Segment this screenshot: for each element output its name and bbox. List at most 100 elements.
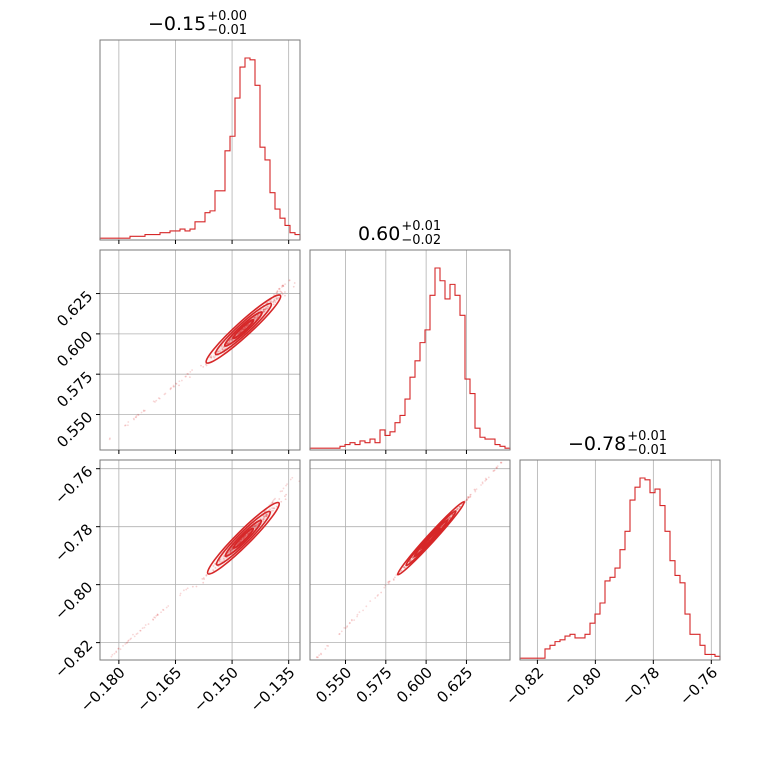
param-title-value: −0.78: [568, 433, 626, 455]
sample-point: [213, 356, 216, 359]
sample-point: [164, 392, 167, 395]
sample-point: [135, 415, 138, 417]
sample-point: [228, 341, 231, 343]
sample-point: [155, 614, 158, 617]
sample-point: [356, 613, 359, 616]
sample-point: [242, 536, 245, 539]
sample-point: [229, 338, 232, 341]
sample-point: [362, 609, 364, 612]
sample-point: [242, 537, 245, 539]
sample-point: [320, 653, 323, 656]
sample-point: [271, 501, 274, 504]
sample-point: [264, 308, 267, 311]
sample-point: [465, 499, 468, 501]
sample-point: [411, 557, 414, 559]
sample-point: [473, 488, 476, 491]
sample-point: [288, 279, 291, 282]
sample-point: [273, 294, 275, 296]
sample-point: [256, 314, 259, 317]
param-title-value: 0.60: [358, 223, 400, 245]
x-tick-label: 0.600: [393, 664, 436, 707]
scatter-panel-1-2: [309, 459, 511, 664]
sample-point: [136, 632, 139, 635]
sample-point: [450, 514, 453, 517]
param-title-0: −0.15 +0.00−0.01: [148, 9, 247, 38]
sample-point: [346, 626, 348, 628]
sample-point: [403, 566, 405, 569]
sample-point: [127, 640, 130, 642]
sample-point: [180, 379, 183, 382]
sample-point: [374, 597, 377, 599]
sample-point: [195, 585, 198, 588]
sample-point: [395, 574, 398, 576]
sample-point: [315, 656, 318, 658]
sample-point: [346, 625, 349, 627]
sample-point: [220, 345, 223, 348]
sample-point: [282, 487, 285, 490]
sample-point: [246, 533, 249, 536]
sample-point: [411, 556, 414, 559]
sample-point: [230, 549, 232, 552]
sample-point: [263, 515, 266, 518]
sample-point: [281, 293, 284, 296]
contour-level-1: [214, 302, 273, 356]
sample-point: [275, 298, 278, 301]
y-tick-label: 0.550: [53, 408, 96, 451]
sample-point: [242, 328, 245, 331]
sample-point: [262, 518, 265, 521]
sample-point: [217, 350, 220, 353]
sample-point: [275, 297, 278, 299]
sample-point: [221, 347, 224, 350]
sample-point: [210, 355, 212, 358]
sample-point: [115, 651, 118, 654]
sample-point: [214, 354, 217, 357]
histogram-panel-1: 0.60 +0.01−0.02: [309, 219, 511, 454]
sample-point: [467, 496, 469, 498]
sample-point: [109, 437, 111, 440]
sample-point: [285, 493, 288, 496]
sample-point: [143, 626, 146, 629]
sample-point: [244, 535, 247, 538]
x-tick-label: 0.625: [433, 664, 476, 707]
sample-point: [262, 308, 265, 311]
sample-point: [236, 543, 239, 546]
sample-point: [262, 309, 265, 311]
sample-point: [185, 588, 188, 591]
sample-point: [291, 476, 294, 479]
sample-point: [111, 653, 114, 656]
sample-point: [124, 424, 126, 427]
sample-point: [272, 500, 274, 502]
sample-point: [253, 316, 256, 319]
sample-point: [403, 566, 406, 568]
sample-point: [240, 329, 243, 332]
sample-point: [269, 301, 272, 303]
sample-point: [267, 306, 270, 308]
sample-point: [273, 507, 276, 510]
sample-point: [169, 387, 172, 390]
sample-point: [153, 616, 156, 619]
contour-level-3: [232, 527, 255, 550]
param-title-plus-err: +0.01: [401, 219, 441, 234]
sample-point: [387, 581, 389, 584]
histogram-panel-0: −0.15 +0.00−0.01: [99, 9, 301, 244]
sample-point: [289, 478, 292, 481]
sample-point: [229, 551, 232, 553]
sample-point: [266, 513, 268, 516]
sample-point: [219, 558, 222, 561]
sample-point: [137, 414, 140, 417]
sample-point: [384, 584, 387, 587]
sample-point: [278, 288, 281, 290]
sample-point: [230, 549, 232, 552]
sample-point: [221, 348, 224, 351]
sample-point: [147, 623, 150, 625]
sample-point: [356, 615, 359, 618]
sample-point: [139, 629, 142, 632]
sample-point: [276, 291, 278, 294]
sample-point: [285, 484, 287, 487]
sample-point: [499, 461, 502, 464]
sample-point: [178, 380, 181, 383]
histogram-panel-2: −0.78 +0.01−0.01: [519, 429, 721, 664]
sample-point: [388, 580, 391, 583]
sample-point: [221, 348, 224, 351]
sample-point: [469, 493, 472, 496]
